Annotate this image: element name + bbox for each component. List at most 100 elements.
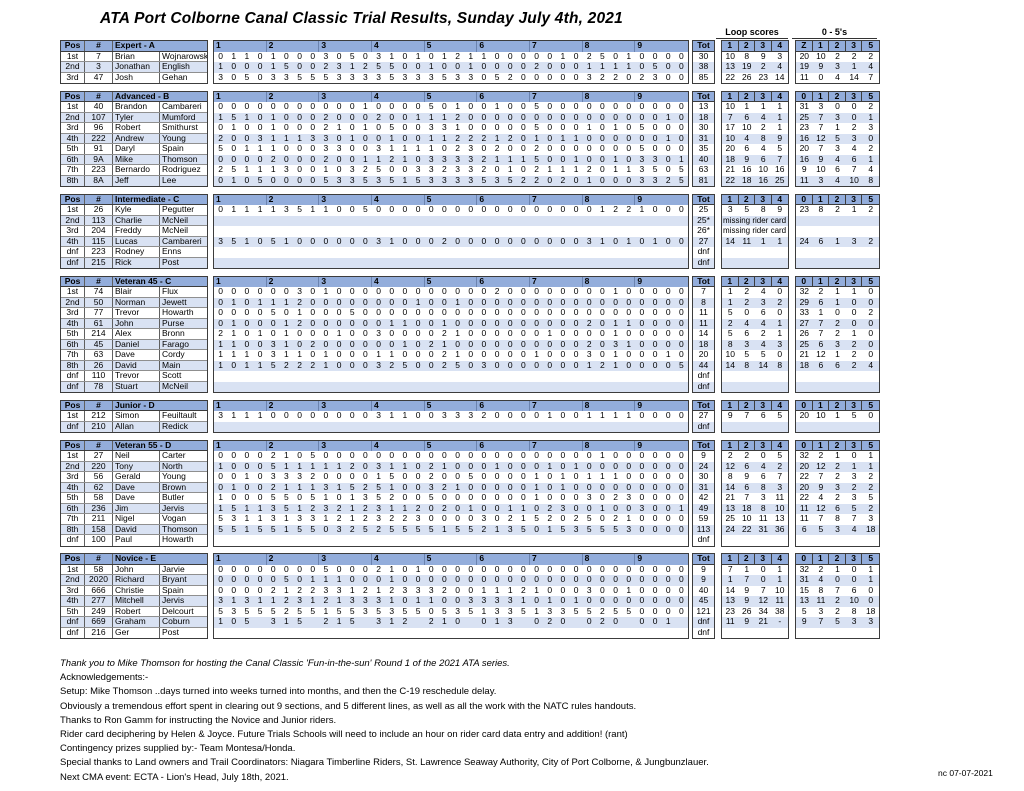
grid-section-header: 4 — [372, 400, 425, 411]
score-cell: 1 — [270, 164, 276, 174]
class-section-novice-e: Pos # Novice - E 1st 58 John Jarvie 2nd 2020 Rich… — [60, 553, 880, 639]
score-cell: 5 — [652, 164, 658, 174]
count-row: 31 3 0 0 2 — [796, 101, 879, 113]
score-cell: 0 — [639, 235, 645, 246]
score-cell: 0 — [573, 174, 579, 185]
score-cell: 0 — [534, 328, 539, 338]
score-cell: 1 — [257, 595, 263, 605]
score-cell: 1 — [376, 471, 381, 481]
score-cell: 0 — [257, 471, 263, 481]
score-cell — [464, 535, 477, 546]
score-cell: 0 — [310, 111, 316, 122]
counts-table: 0 1 2 3 5 23 8 2 1 2 24 6 1 3 2 — [795, 193, 880, 269]
count-cell: 0 — [868, 296, 874, 307]
score-cell: 0 — [310, 174, 316, 185]
score-cell: 5 — [323, 174, 329, 185]
rider-row: 7th 223 Bernardo Rodriguez — [61, 165, 207, 176]
loop-header-cell: 2 — [739, 276, 755, 287]
score-cell: 1 — [560, 50, 566, 61]
score-cell — [556, 422, 569, 433]
score-cell: 2 — [415, 502, 421, 513]
score-cell: 0 — [376, 338, 381, 349]
count-cell — [813, 628, 830, 639]
score-cell: 3 — [428, 584, 434, 595]
score-cell: 0 — [415, 235, 421, 246]
score-cell: 5 — [481, 174, 487, 185]
loop-score-row: missing rider card — [722, 215, 788, 226]
score-cell: 0 — [428, 359, 434, 370]
count-cell: 0 — [868, 595, 874, 605]
score-cell: 5 — [389, 122, 395, 132]
grid-section-header: 4 — [372, 440, 425, 451]
score-cell: 0 — [494, 122, 500, 132]
score-cell: 0 — [349, 349, 355, 359]
rider-pos: 1st — [61, 287, 85, 297]
score-cell: 1 — [257, 513, 263, 523]
count-row — [796, 257, 879, 268]
score-cell: 2 — [336, 502, 342, 513]
score-cell: 1 — [244, 359, 250, 370]
score-cell: 1 — [231, 317, 237, 328]
score-cell: 2 — [600, 71, 605, 82]
roster-table: Pos # Veteran 45 - C 1st 74 Blair Flux 2nd 50 Nor… — [60, 275, 208, 393]
score-cell: 0 — [652, 317, 658, 328]
rider-row: dnf 110 Trevor Scott — [61, 371, 207, 382]
score-cell: 0 — [481, 307, 487, 317]
score-cell — [319, 371, 332, 382]
score-cell: 1 — [679, 153, 684, 164]
score-cell: 0 — [573, 235, 579, 246]
count-cell: 2 — [851, 50, 857, 61]
score-cell: 0 — [297, 143, 302, 153]
rider-first-name: Paul — [113, 535, 160, 546]
loop-score-cell: 2 — [744, 296, 750, 307]
rider-row: 2nd 50 Norman Jewett — [61, 297, 207, 308]
score-cell: 0 — [455, 450, 460, 460]
score-cell — [425, 226, 438, 237]
score-cell: 0 — [600, 460, 605, 471]
count-cell: 2 — [835, 317, 840, 328]
count-row: 11 3 4 10 8 — [796, 175, 879, 186]
score-cell: 0 — [586, 460, 592, 471]
score-cell: 3 — [336, 61, 342, 71]
tot-value: 42 — [698, 492, 709, 502]
score-cell: 0 — [626, 174, 632, 185]
score-cell — [622, 617, 635, 628]
count-cell: 0 — [868, 410, 874, 420]
score-cell: 0 — [481, 574, 487, 584]
score-cell: 5 — [310, 523, 316, 534]
count-row — [796, 247, 879, 258]
score-cell: 0 — [481, 296, 487, 307]
rider-row: 5th 214 Alex Bronn — [61, 329, 207, 340]
score-cell: 0 — [521, 71, 526, 82]
score-cell — [293, 382, 306, 393]
count-cell — [829, 371, 846, 382]
score-cell: 0 — [613, 111, 618, 122]
score-cell: 2 — [442, 164, 447, 174]
rider-number: 61 — [85, 318, 113, 328]
score-cell: 5 — [389, 174, 395, 185]
count-row: 16 12 5 3 0 — [796, 133, 879, 144]
tot-value: 121 — [696, 605, 711, 616]
score-cell: 0 — [521, 410, 526, 420]
score-cell: 3 — [468, 164, 474, 174]
rider-row: 2nd 2020 Richard Bryant — [61, 575, 207, 586]
score-cell: 5 — [257, 174, 263, 185]
count-cell — [846, 371, 863, 382]
loop-score-cell: 14 — [725, 235, 735, 246]
score-row — [214, 371, 688, 382]
count-row: 25 7 3 0 1 — [796, 112, 879, 123]
rider-last-name: McNeil — [162, 381, 188, 391]
grid-section-header: 6 — [477, 440, 530, 451]
count-cell: 1 — [868, 563, 874, 574]
score-cell — [675, 382, 688, 393]
score-cell — [622, 216, 635, 227]
score-cell: 0 — [455, 338, 460, 349]
loop-score-cell — [722, 258, 739, 269]
score-cell — [662, 535, 675, 546]
score-cell: 1 — [442, 317, 447, 328]
loop-score-cell: 21 — [725, 492, 735, 502]
score-cell — [530, 247, 543, 258]
